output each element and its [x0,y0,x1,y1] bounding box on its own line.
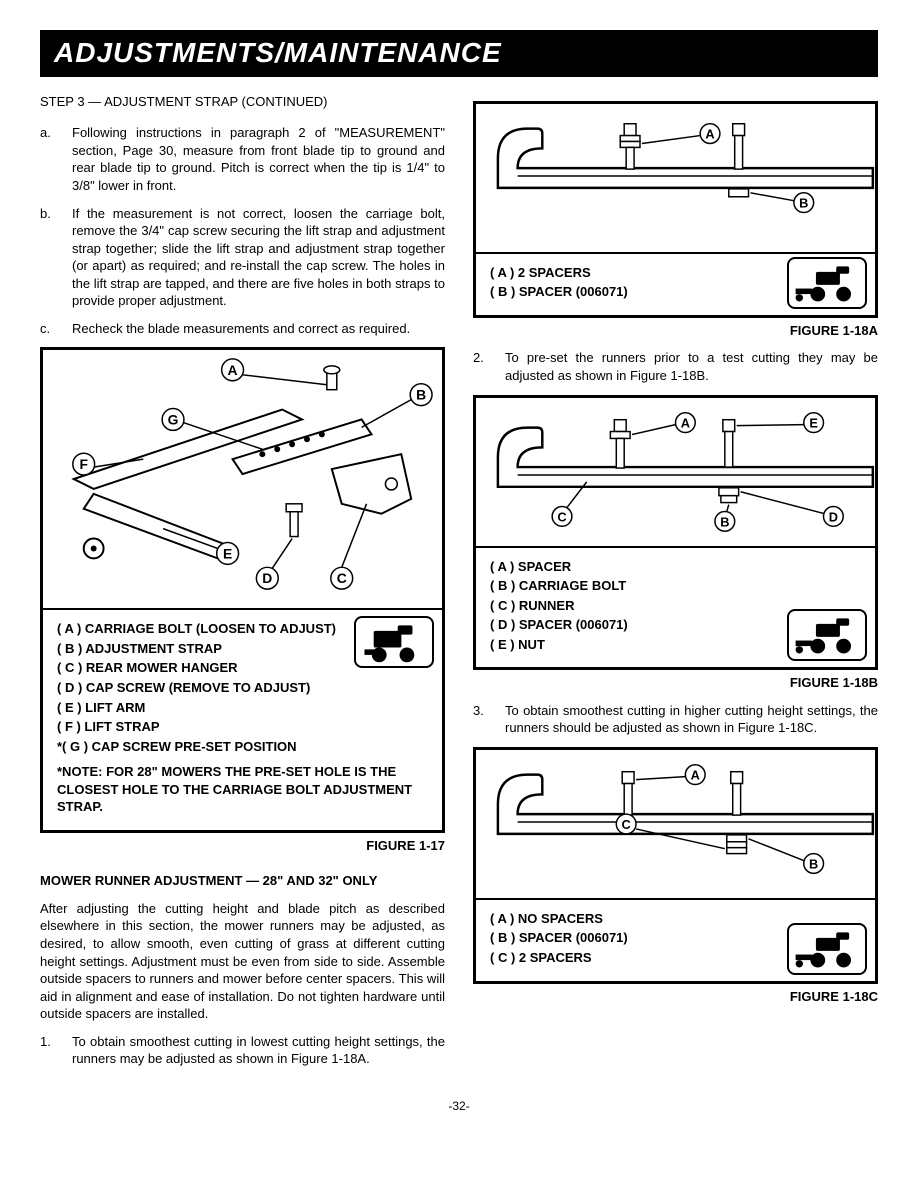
step-item: a. Following instructions in paragraph 2… [40,124,445,194]
figure-17-box: A B C D E [40,347,445,832]
legend-line: *( G ) CAP SCREW PRE-SET POSITION [57,738,428,756]
figure-18b-diagram: A B C D E [476,398,875,546]
left-column: STEP 3 — ADJUSTMENT STRAP (CONTINUED) a.… [40,93,445,1078]
figure-18a-legend: ( A ) 2 SPACERS ( B ) SPACER (006071) [476,254,875,315]
item-text: Following instructions in paragraph 2 of… [72,124,445,194]
label-c: C [557,509,566,524]
figure-18b-caption: FIGURE 1-18B [473,674,878,692]
item-marker: 2. [473,349,491,384]
figure-18c-image: A B C [476,750,875,900]
numbered-item: 1. To obtain smoothest cutting in lowest… [40,1033,445,1068]
numbered-item: 3. To obtain smoothest cutting in higher… [473,702,878,737]
legend-line: ( E ) LIFT ARM [57,699,428,717]
label-a: A [681,415,690,430]
figure-17-caption: FIGURE 1-17 [40,837,445,855]
tractor-icon [787,257,867,309]
label-d: D [262,571,272,587]
label-e: E [223,546,232,562]
figure-17-legend: ( A ) CARRIAGE BOLT (LOOSEN TO ADJUST) (… [43,610,442,829]
item-marker: b. [40,205,58,310]
label-d: D [829,509,838,524]
item-marker: a. [40,124,58,194]
label-a: A [705,126,714,141]
figure-18b-legend: ( A ) SPACER ( B ) CARRIAGE BOLT ( C ) R… [476,548,875,668]
item-marker: 1. [40,1033,58,1068]
label-b: B [416,387,426,403]
item-marker: 3. [473,702,491,737]
label-e: E [809,415,818,430]
figure-18a-diagram: A B [476,104,875,252]
label-b: B [799,195,808,210]
figure-17-diagram: A B C D E [43,350,442,608]
runner-adjustment-heading: MOWER RUNNER ADJUSTMENT — 28" AND 32" ON… [40,872,445,890]
item-marker: c. [40,320,58,338]
figure-18b-box: A B C D E [473,395,878,671]
figure-18a-image: A B [476,104,875,254]
legend-line: ( D ) CAP SCREW (REMOVE TO ADJUST) [57,679,428,697]
figure-18b-image: A B C D E [476,398,875,548]
figure-18c-caption: FIGURE 1-18C [473,988,878,1006]
tractor-icon [354,616,434,668]
label-f: F [79,456,87,472]
item-text: Recheck the blade measurements and corre… [72,320,445,338]
tractor-icon [787,923,867,975]
figure-18c-legend: ( A ) NO SPACERS ( B ) SPACER (006071) (… [476,900,875,981]
runner-adjustment-body: After adjusting the cutting height and b… [40,900,445,1023]
item-text: To obtain smoothest cutting in higher cu… [505,702,878,737]
figure-17-note: *NOTE: FOR 28" MOWERS THE PRE-SET HOLE I… [57,763,428,816]
step-item: b. If the measurement is not correct, lo… [40,205,445,310]
label-b: B [809,856,818,871]
legend-line: ( F ) LIFT STRAP [57,718,428,736]
figure-18c-diagram: A B C [476,750,875,898]
page-title: ADJUSTMENTS/MAINTENANCE [54,37,502,68]
label-g: G [168,412,179,428]
label-b: B [720,514,729,529]
label-c: C [622,817,631,832]
page-number: -32- [40,1098,878,1114]
legend-line: ( A ) SPACER [490,558,861,576]
step-item: c. Recheck the blade measurements and co… [40,320,445,338]
numbered-item: 2. To pre-set the runners prior to a tes… [473,349,878,384]
figure-18a-caption: FIGURE 1-18A [473,322,878,340]
figure-17-image: A B C D E [43,350,442,610]
figure-18c-box: A B C ( A ) NO SPACERS ( B ) SPACER (006… [473,747,878,984]
item-text: To obtain smoothest cutting in lowest cu… [72,1033,445,1068]
two-column-layout: STEP 3 — ADJUSTMENT STRAP (CONTINUED) a.… [40,93,878,1078]
step-heading: STEP 3 — ADJUSTMENT STRAP (CONTINUED) [40,93,445,111]
item-text: If the measurement is not correct, loose… [72,205,445,310]
tractor-icon [787,609,867,661]
page-title-bar: ADJUSTMENTS/MAINTENANCE [40,30,878,77]
right-column: A B ( A ) 2 SPACERS ( B ) SPACER (006071… [473,93,878,1078]
label-c: C [337,571,347,587]
label-a: A [228,362,238,378]
item-text: To pre-set the runners prior to a test c… [505,349,878,384]
label-a: A [691,768,700,783]
figure-18a-box: A B ( A ) 2 SPACERS ( B ) SPACER (006071… [473,101,878,318]
legend-line: ( B ) CARRIAGE BOLT [490,577,861,595]
